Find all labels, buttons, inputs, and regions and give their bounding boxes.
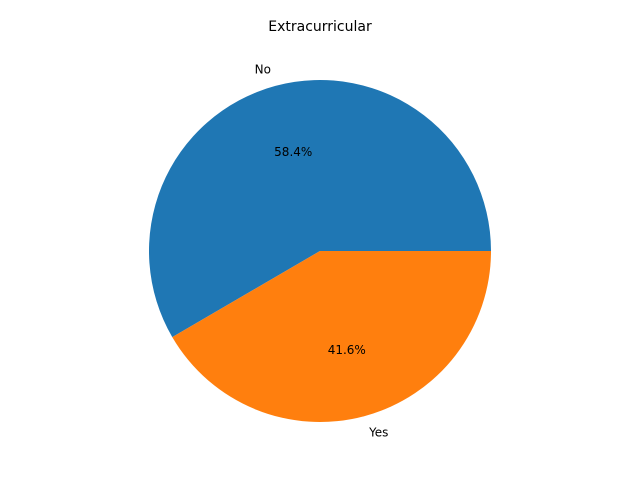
- pie-labels: No 58.4% Yes 41.6%: [255, 62, 389, 439]
- slice-label-no: No: [255, 62, 271, 76]
- slice-label-yes: Yes: [368, 426, 388, 440]
- pie-slice-yes: [172, 251, 491, 423]
- pct-label-yes: 41.6%: [328, 343, 366, 357]
- pie-slices: [149, 80, 491, 423]
- pct-label-no: 58.4%: [274, 145, 312, 159]
- pie-slice-no: [149, 80, 491, 338]
- chart-title: Extracurricular: [268, 19, 372, 35]
